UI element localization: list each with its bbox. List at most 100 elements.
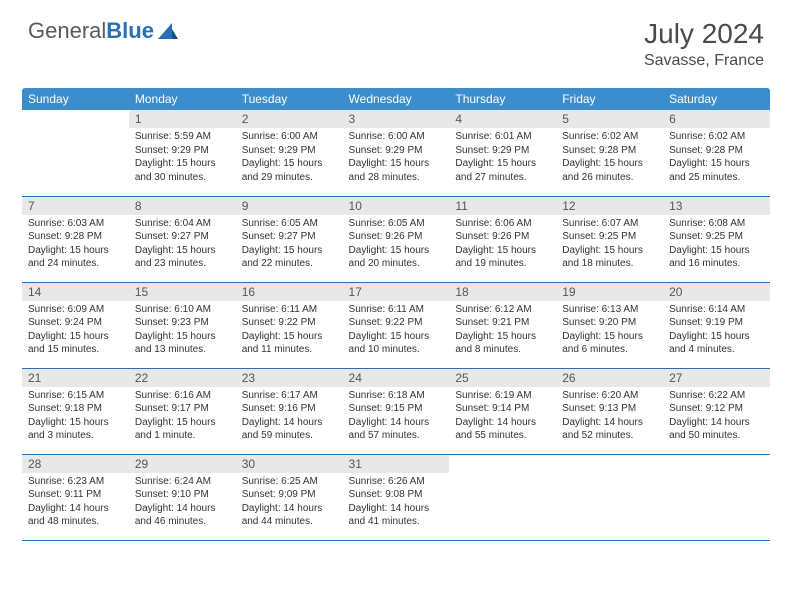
weekday-header: Sunday <box>22 88 129 110</box>
sunset-line: Sunset: 9:26 PM <box>349 230 444 244</box>
daylight-line: Daylight: 15 hours and 27 minutes. <box>455 157 550 184</box>
sunset-line: Sunset: 9:22 PM <box>242 316 337 330</box>
day-content <box>22 114 129 120</box>
day-cell: 29Sunrise: 6:24 AMSunset: 9:10 PMDayligh… <box>129 454 236 540</box>
sunrise-line: Sunrise: 6:05 AM <box>242 217 337 231</box>
day-content: Sunrise: 6:09 AMSunset: 9:24 PMDaylight:… <box>22 301 129 361</box>
daylight-line: Daylight: 14 hours and 46 minutes. <box>135 502 230 529</box>
sunrise-line: Sunrise: 6:06 AM <box>455 217 550 231</box>
sunset-line: Sunset: 9:28 PM <box>669 144 764 158</box>
sunrise-line: Sunrise: 6:09 AM <box>28 303 123 317</box>
daylight-line: Daylight: 15 hours and 24 minutes. <box>28 244 123 271</box>
day-content: Sunrise: 6:13 AMSunset: 9:20 PMDaylight:… <box>556 301 663 361</box>
weekday-header: Friday <box>556 88 663 110</box>
daylight-line: Daylight: 14 hours and 52 minutes. <box>562 416 657 443</box>
day-cell: 21Sunrise: 6:15 AMSunset: 9:18 PMDayligh… <box>22 368 129 454</box>
daylight-line: Daylight: 15 hours and 13 minutes. <box>135 330 230 357</box>
day-content: Sunrise: 5:59 AMSunset: 9:29 PMDaylight:… <box>129 128 236 188</box>
day-number: 26 <box>556 369 663 387</box>
day-cell: 17Sunrise: 6:11 AMSunset: 9:22 PMDayligh… <box>343 282 450 368</box>
sunrise-line: Sunrise: 6:00 AM <box>349 130 444 144</box>
brand-part1: General <box>28 18 106 43</box>
sunset-line: Sunset: 9:28 PM <box>562 144 657 158</box>
day-cell <box>556 454 663 540</box>
sunrise-line: Sunrise: 6:02 AM <box>669 130 764 144</box>
day-cell: 28Sunrise: 6:23 AMSunset: 9:11 PMDayligh… <box>22 454 129 540</box>
sunset-line: Sunset: 9:28 PM <box>28 230 123 244</box>
sunrise-line: Sunrise: 6:15 AM <box>28 389 123 403</box>
sunrise-line: Sunrise: 6:17 AM <box>242 389 337 403</box>
sunset-line: Sunset: 9:27 PM <box>242 230 337 244</box>
daylight-line: Daylight: 14 hours and 55 minutes. <box>455 416 550 443</box>
brand-text: GeneralBlue <box>28 18 154 44</box>
sunrise-line: Sunrise: 6:22 AM <box>669 389 764 403</box>
day-number: 23 <box>236 369 343 387</box>
brand-logo: GeneralBlue <box>28 18 178 44</box>
day-number: 6 <box>663 110 770 128</box>
daylight-line: Daylight: 15 hours and 28 minutes. <box>349 157 444 184</box>
day-cell: 26Sunrise: 6:20 AMSunset: 9:13 PMDayligh… <box>556 368 663 454</box>
day-content: Sunrise: 6:05 AMSunset: 9:26 PMDaylight:… <box>343 215 450 275</box>
day-number: 16 <box>236 283 343 301</box>
day-number: 5 <box>556 110 663 128</box>
daylight-line: Daylight: 15 hours and 30 minutes. <box>135 157 230 184</box>
day-cell: 30Sunrise: 6:25 AMSunset: 9:09 PMDayligh… <box>236 454 343 540</box>
sunrise-line: Sunrise: 5:59 AM <box>135 130 230 144</box>
day-number: 29 <box>129 455 236 473</box>
daylight-line: Daylight: 15 hours and 29 minutes. <box>242 157 337 184</box>
daylight-line: Daylight: 15 hours and 22 minutes. <box>242 244 337 271</box>
day-number: 4 <box>449 110 556 128</box>
day-cell: 24Sunrise: 6:18 AMSunset: 9:15 PMDayligh… <box>343 368 450 454</box>
sunset-line: Sunset: 9:08 PM <box>349 488 444 502</box>
day-number: 2 <box>236 110 343 128</box>
weekday-header: Tuesday <box>236 88 343 110</box>
day-content <box>556 459 663 465</box>
day-number: 18 <box>449 283 556 301</box>
sunrise-line: Sunrise: 6:08 AM <box>669 217 764 231</box>
day-content: Sunrise: 6:02 AMSunset: 9:28 PMDaylight:… <box>663 128 770 188</box>
day-cell: 13Sunrise: 6:08 AMSunset: 9:25 PMDayligh… <box>663 196 770 282</box>
sunset-line: Sunset: 9:25 PM <box>669 230 764 244</box>
sunset-line: Sunset: 9:26 PM <box>455 230 550 244</box>
daylight-line: Daylight: 15 hours and 8 minutes. <box>455 330 550 357</box>
sunrise-line: Sunrise: 6:20 AM <box>562 389 657 403</box>
day-number: 24 <box>343 369 450 387</box>
day-cell: 2Sunrise: 6:00 AMSunset: 9:29 PMDaylight… <box>236 110 343 196</box>
day-content: Sunrise: 6:05 AMSunset: 9:27 PMDaylight:… <box>236 215 343 275</box>
sunrise-line: Sunrise: 6:23 AM <box>28 475 123 489</box>
week-row: 28Sunrise: 6:23 AMSunset: 9:11 PMDayligh… <box>22 454 770 540</box>
day-number: 28 <box>22 455 129 473</box>
day-cell: 1Sunrise: 5:59 AMSunset: 9:29 PMDaylight… <box>129 110 236 196</box>
day-content: Sunrise: 6:11 AMSunset: 9:22 PMDaylight:… <box>236 301 343 361</box>
day-content <box>449 459 556 465</box>
sunrise-line: Sunrise: 6:14 AM <box>669 303 764 317</box>
brand-part2: Blue <box>106 18 154 43</box>
day-content: Sunrise: 6:23 AMSunset: 9:11 PMDaylight:… <box>22 473 129 533</box>
weekday-header: Wednesday <box>343 88 450 110</box>
sunset-line: Sunset: 9:21 PM <box>455 316 550 330</box>
day-content: Sunrise: 6:04 AMSunset: 9:27 PMDaylight:… <box>129 215 236 275</box>
day-number: 10 <box>343 197 450 215</box>
sunset-line: Sunset: 9:29 PM <box>242 144 337 158</box>
day-cell: 5Sunrise: 6:02 AMSunset: 9:28 PMDaylight… <box>556 110 663 196</box>
weekday-header: Thursday <box>449 88 556 110</box>
day-cell: 4Sunrise: 6:01 AMSunset: 9:29 PMDaylight… <box>449 110 556 196</box>
day-number: 15 <box>129 283 236 301</box>
sunrise-line: Sunrise: 6:07 AM <box>562 217 657 231</box>
day-cell <box>663 454 770 540</box>
day-cell: 16Sunrise: 6:11 AMSunset: 9:22 PMDayligh… <box>236 282 343 368</box>
day-content: Sunrise: 6:03 AMSunset: 9:28 PMDaylight:… <box>22 215 129 275</box>
day-content: Sunrise: 6:02 AMSunset: 9:28 PMDaylight:… <box>556 128 663 188</box>
location-label: Savasse, France <box>644 52 764 70</box>
daylight-line: Daylight: 15 hours and 23 minutes. <box>135 244 230 271</box>
title-block: July 2024 Savasse, France <box>644 18 764 70</box>
week-row: 1Sunrise: 5:59 AMSunset: 9:29 PMDaylight… <box>22 110 770 196</box>
day-content: Sunrise: 6:15 AMSunset: 9:18 PMDaylight:… <box>22 387 129 447</box>
sunset-line: Sunset: 9:24 PM <box>28 316 123 330</box>
day-content: Sunrise: 6:00 AMSunset: 9:29 PMDaylight:… <box>236 128 343 188</box>
sunset-line: Sunset: 9:18 PM <box>28 402 123 416</box>
sunrise-line: Sunrise: 6:19 AM <box>455 389 550 403</box>
day-content: Sunrise: 6:17 AMSunset: 9:16 PMDaylight:… <box>236 387 343 447</box>
daylight-line: Daylight: 15 hours and 1 minute. <box>135 416 230 443</box>
daylight-line: Daylight: 15 hours and 16 minutes. <box>669 244 764 271</box>
